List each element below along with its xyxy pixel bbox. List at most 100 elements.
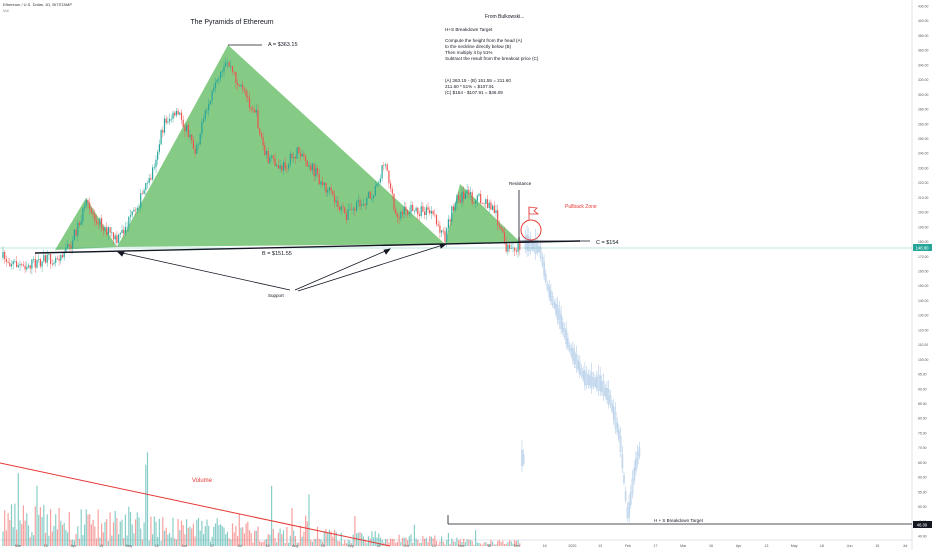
price-tick: 70.00 (918, 446, 927, 450)
time-tick: 16 (543, 544, 547, 548)
price-tick: 250.00 (918, 137, 928, 141)
current-price-badge: 148.80 (913, 244, 932, 251)
price-axis[interactable]: 430.00 400.00 380.00 360.00 340.00 320.00 300.… (918, 5, 928, 539)
price-tick: 300.00 (918, 93, 928, 97)
projected-candles (521, 225, 641, 523)
price-tick: 95.00 (918, 373, 927, 377)
target-label: H + S Breakdown Target (654, 518, 704, 523)
bulkowski-line-3: Then multiply it by 51% (445, 50, 493, 55)
pullback-circle[interactable] (520, 219, 542, 241)
price-tick: 160.00 (918, 270, 928, 274)
time-tick: May (791, 544, 798, 548)
volume-trend-line[interactable] (0, 462, 391, 547)
calc-line-1: (A) 363.15 - (B) 151.55 = 211.60 (445, 78, 511, 83)
price-tick: 260.00 (918, 122, 928, 126)
price-tick: 430.00 (918, 5, 928, 9)
bulkowski-line-1: Compute the height from the head (A) (445, 38, 523, 43)
calc-line-2: 211.60 * 51% = $107.91 (445, 84, 495, 89)
price-tick: 50.00 (918, 505, 927, 509)
neckline[interactable] (34, 240, 581, 254)
support-arrowhead-left (117, 251, 125, 257)
time-tick: Aug (292, 544, 298, 548)
price-tick: 110.00 (918, 343, 928, 347)
head-label: A = $363.15 (268, 42, 298, 48)
bulkowski-heading: H+S Breakdown Target (445, 27, 493, 32)
support-arrowhead-right (439, 243, 448, 249)
price-tick: 65.00 (918, 461, 927, 465)
time-tick: 18 (487, 544, 491, 548)
time-tick: 15 (155, 544, 159, 548)
price-tick: 220.00 (918, 181, 928, 185)
price-tick: 240.00 (918, 152, 928, 156)
time-tick: 15 (99, 544, 103, 548)
target-price-badge: 46.09 (913, 521, 932, 528)
time-tick: 13 (598, 544, 602, 548)
bulkowski-note: From Bulkowski... H+S Breakdown Target C… (445, 14, 539, 95)
time-tick: Mar (680, 544, 687, 548)
time-tick: Jul (903, 544, 908, 548)
neckline-label: B = $151.55 (262, 251, 292, 257)
time-tick: Jul (237, 544, 242, 548)
time-tick: Dec (514, 544, 521, 548)
time-tick: 15 (321, 544, 325, 548)
price-tick: 360.00 (918, 49, 928, 53)
price-tick: 280.00 (918, 108, 928, 112)
price-tick: 75.00 (918, 431, 927, 435)
resistance-label: Resistance (509, 181, 532, 186)
price-tick: 320.00 (918, 78, 928, 82)
price-tick: 200.00 (918, 211, 928, 215)
support-arrow-left (117, 251, 291, 291)
price-tick: 140.00 (918, 299, 928, 303)
volume-bars (2, 452, 521, 546)
time-tick: Mar (15, 544, 22, 548)
symbol-title[interactable]: Ethereum / U.S. Dollar, 1D, BITSTAMP (3, 2, 73, 7)
time-tick: Jun (847, 544, 853, 548)
time-tick: 2020 (568, 544, 576, 548)
price-tick: 100.00 (918, 358, 928, 362)
price-tick: 210.00 (918, 196, 928, 200)
price-tick: 170.00 (918, 255, 928, 259)
current-price-value: 148.80 (916, 246, 929, 251)
left-shoulder-pyramid (55, 198, 117, 250)
volume-label: Volume (192, 478, 213, 484)
price-tick: 120.00 (918, 328, 928, 332)
price-tick: 180.00 (918, 240, 928, 244)
time-tick: 17 (654, 544, 658, 548)
time-tick: 15 (44, 544, 48, 548)
candlesticks (2, 57, 521, 275)
price-tick: 150.00 (918, 284, 928, 288)
volume-indicator-label[interactable]: Vol (3, 8, 9, 13)
support-arrow-mid (294, 248, 391, 291)
price-tick: 90.00 (918, 387, 927, 391)
time-tick: 15 (875, 544, 879, 548)
price-tick: 60.00 (918, 476, 927, 480)
price-tick: 40.00 (918, 535, 927, 539)
price-tick: 340.00 (918, 63, 928, 67)
price-tick: 400.00 (918, 19, 928, 23)
time-tick: 15 (265, 544, 269, 548)
chart-title: The Pyramids of Ethereum (190, 19, 273, 26)
time-tick: Oct (403, 544, 409, 548)
price-tick: 130.00 (918, 314, 928, 318)
time-tick: Feb (625, 544, 631, 548)
support-arrowhead-mid (383, 248, 391, 255)
support-arrow-right (297, 243, 447, 292)
price-tick: 190.00 (918, 225, 928, 229)
time-tick: Nov (458, 544, 465, 548)
price-tick: 380.00 (918, 34, 928, 38)
right-shoulder-pyramid (445, 184, 520, 244)
price-tick: 85.00 (918, 402, 927, 406)
time-tick: Apr (736, 544, 742, 548)
flag-icon (528, 206, 540, 220)
time-tick: 16 (709, 544, 713, 548)
price-tick: 55.00 (918, 490, 927, 494)
target-price-value: 46.09 (917, 523, 928, 528)
time-tick: 16 (376, 544, 380, 548)
time-axis[interactable]: Mar 15 Apr 15 May 15 Jun 17 Jul 15 Aug 15 Sep 16 Oct 14… (15, 544, 908, 548)
breakout-label: C = $154 (596, 240, 618, 246)
time-tick: May (125, 544, 132, 548)
time-tick: Jun (181, 544, 187, 548)
calc-line-3: (C) $154 - $107.91 = $46.09 (445, 90, 503, 95)
time-tick: 17 (210, 544, 214, 548)
